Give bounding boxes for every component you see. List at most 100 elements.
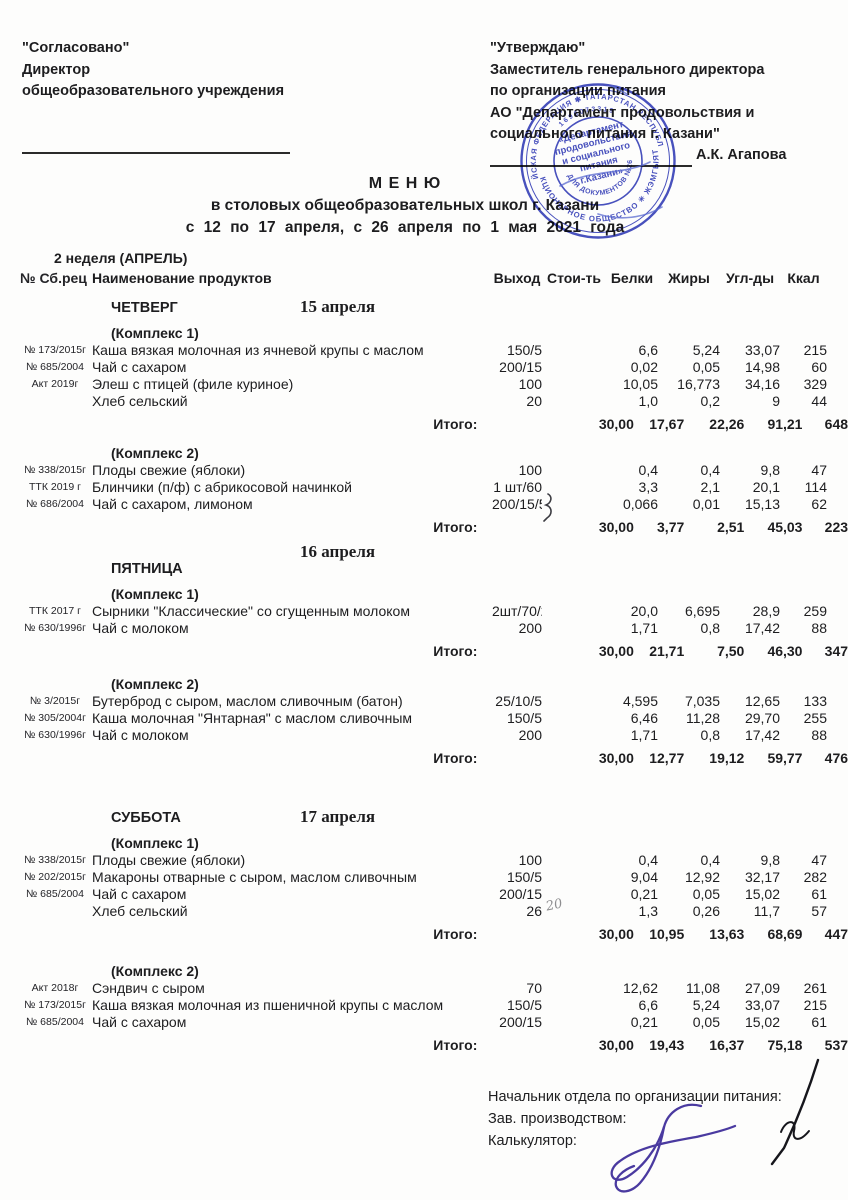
carbs-value: 15,13	[744, 496, 780, 512]
protein-value: 6,46	[630, 710, 658, 726]
output-value: 100	[518, 462, 542, 478]
output-value: 200/15	[499, 886, 542, 902]
complex-label: (Комплекс 2)	[111, 963, 199, 979]
kcal-value: 57	[811, 903, 827, 919]
complex-label: (Комплекс 2)	[111, 445, 199, 461]
kcal-value: 47	[811, 852, 827, 868]
dish-name: Плоды свежие (яблоки)	[92, 852, 246, 868]
output-value: 200/15/5	[492, 496, 542, 512]
total-row: Итого: 30,00 12,77 19,12 59,77 476	[0, 749, 848, 767]
complex-label: (Комплекс 1)	[111, 325, 199, 341]
dish-name: Сырники "Классические" со сгущенным моло…	[92, 603, 410, 619]
cost-value	[542, 620, 606, 637]
total-label: Итого:	[433, 750, 478, 766]
col-header-cost: Стои-ть	[546, 270, 602, 286]
signer-name: А.К. Агапова	[696, 147, 787, 163]
total-kcal: 223	[824, 519, 848, 535]
carbs-value: 9	[772, 393, 780, 409]
kcal-value: 60	[811, 359, 827, 375]
carbs-value: 9,8	[760, 462, 780, 478]
output-value: 26	[526, 903, 542, 919]
total-row: Итого: 30,00 10,95 13,63 68,69 447	[0, 925, 848, 943]
menu-row: № 630/1996г Чай с молоком 200 1,71 0,8 1…	[0, 620, 848, 637]
menu-row: ТТК 2019 г Блинчики (п/ф) с абрикосовой …	[0, 479, 848, 496]
col-header-kcal: Ккал	[787, 270, 820, 286]
fat-value: 0,05	[692, 1014, 720, 1030]
signature-line-left	[22, 151, 290, 154]
cost-value	[542, 869, 606, 886]
approval-left-title: "Согласовано"	[22, 40, 130, 56]
menu-row: № 202/2015г Макароны отварные с сыром, м…	[0, 869, 848, 886]
protein-value: 6,6	[638, 342, 658, 358]
protein-value: 6,6	[638, 997, 658, 1013]
total-cost: 30,00	[598, 519, 634, 535]
recipe-ref: Акт 2019г	[31, 378, 79, 390]
total-label: Итого:	[433, 643, 478, 659]
dish-name: Каша вязкая молочная из ячневой крупы с …	[92, 342, 424, 358]
day-name: ЧЕТВЕРГ	[111, 300, 178, 316]
menu-row: № 173/2015г Каша вязкая молочная из ячне…	[0, 342, 848, 359]
output-value: 1 шт/60	[493, 479, 542, 495]
total-kcal: 347	[824, 643, 848, 659]
output-value: 25/10/5	[495, 693, 542, 709]
day-date: 15 апреля	[300, 297, 376, 316]
output-value: 200/15	[499, 359, 542, 375]
menu-row: ТТК 2017 г Сырники "Классические" со сгу…	[0, 603, 848, 620]
output-value: 150/5	[506, 342, 542, 358]
total-row: Итого: 30,00 3,77 2,51 45,03 223	[0, 518, 848, 536]
total-label: Итого:	[433, 519, 478, 535]
cost-value	[542, 479, 606, 496]
carbs-value: 9,8	[760, 852, 780, 868]
output-value: 100	[518, 852, 542, 868]
col-header-carbs: Угл-ды	[725, 270, 775, 286]
menu-row: Хлеб сельский 20 1,0 0,2 9 44	[0, 393, 848, 410]
recipe-ref: № 630/1996г	[24, 622, 86, 634]
recipe-ref	[20, 903, 90, 920]
title-line: М Е Н Ю	[368, 175, 442, 192]
fat-value: 0,2	[700, 393, 720, 409]
output-value: 200	[518, 620, 542, 636]
day-header-thursday: ЧЕТВЕРГ 15 апреля	[0, 297, 848, 317]
menu-row: Хлеб сельский 26 1,3 0,26 11,7 57	[0, 903, 848, 920]
dish-name: Хлеб сельский	[92, 393, 188, 409]
document-title: М Е Н Ю в столовых общеобразовательных ш…	[15, 172, 795, 239]
fat-value: 0,8	[700, 727, 720, 743]
carbs-value: 32,17	[744, 869, 780, 885]
kcal-value: 255	[803, 710, 827, 726]
total-carbs: 45,03	[767, 519, 803, 535]
recipe-ref: № 686/2004	[26, 498, 84, 510]
carbs-value: 33,07	[744, 997, 780, 1013]
cost-value	[542, 462, 606, 479]
recipe-ref: № 173/2015г	[24, 344, 86, 356]
protein-value: 1,71	[630, 620, 658, 636]
recipe-ref: № 305/2004г	[24, 712, 86, 724]
recipe-ref: № 685/2004	[26, 1016, 84, 1028]
day-name: ПЯТНИЦА	[111, 561, 183, 577]
menu-row: № 305/2004г Каша молочная "Янтарная" с м…	[0, 710, 848, 727]
carbs-value: 20,1	[752, 479, 780, 495]
dish-name: Хлеб сельский	[92, 903, 188, 919]
recipe-ref: № 173/2015г	[24, 999, 86, 1011]
menu-row: № 630/1996г Чай с молоком 200 1,71 0,8 1…	[0, 727, 848, 744]
dish-name: Элеш с птицей (филе куриное)	[92, 376, 294, 392]
complex-label: (Комплекс 2)	[111, 676, 199, 692]
total-cost: 30,00	[598, 1037, 634, 1053]
total-protein: 3,77	[657, 519, 685, 535]
footer-line: Зав. производством:	[488, 1111, 627, 1127]
kcal-value: 259	[803, 603, 827, 619]
footer-signature-block: Начальник отдела по организации питания:…	[488, 1086, 782, 1152]
protein-value: 9,04	[630, 869, 658, 885]
dish-name: Бутерброд с сыром, маслом сливочным (бат…	[92, 693, 403, 709]
col-header-output: Выход	[493, 270, 541, 286]
day-header-friday: ПЯТНИЦА 16 апреля	[0, 542, 848, 578]
total-kcal: 447	[824, 926, 848, 942]
kcal-value: 215	[803, 997, 827, 1013]
fat-value: 12,92	[684, 869, 720, 885]
protein-value: 1,71	[630, 727, 658, 743]
menu-row: № 685/2004 Чай с сахаром 200/15 0,21 0,0…	[0, 886, 848, 903]
dish-name: Каша вязкая молочная из пшеничной крупы …	[92, 997, 444, 1013]
protein-value: 0,066	[622, 496, 658, 512]
dish-name: Сэндвич с сыром	[92, 980, 205, 996]
fat-value: 0,8	[700, 620, 720, 636]
total-carbs: 91,21	[767, 416, 803, 432]
